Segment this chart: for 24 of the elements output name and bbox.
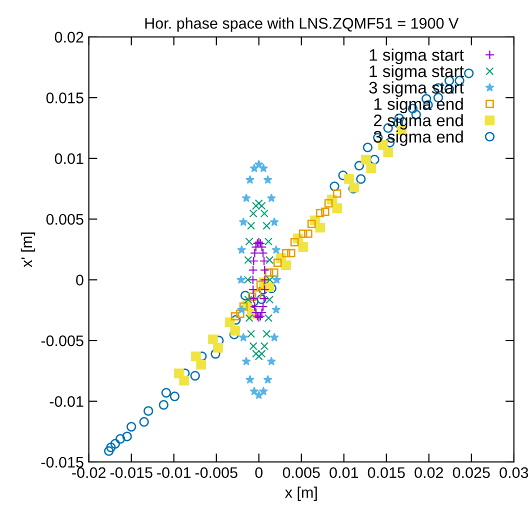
legend-label: 1 sigma start bbox=[370, 48, 464, 64]
x-tick-label: 0.025 bbox=[452, 467, 490, 478]
x-tick-label: 0.005 bbox=[282, 467, 320, 478]
chart-title: Hor. phase space with LNS.ZQMF51 = 1900 V bbox=[145, 18, 459, 32]
x-tick-label: 0 bbox=[255, 467, 263, 478]
y-axis-title: x' [m] bbox=[20, 232, 36, 268]
x-tick-label: -0.005 bbox=[195, 467, 238, 478]
x-axis-title: x [m] bbox=[285, 486, 317, 501]
y-tick-label: -0.01 bbox=[50, 396, 84, 407]
legend-label: 1 sigma start bbox=[370, 64, 464, 81]
x-tick-label: 0.015 bbox=[368, 467, 405, 478]
x-tick-label: -0.02 bbox=[72, 467, 106, 478]
y-tick-label: -0.005 bbox=[41, 335, 84, 346]
y-tick-label: 0 bbox=[76, 274, 84, 286]
x-tick-label: -0.015 bbox=[110, 467, 152, 478]
x-tick-label: 0.02 bbox=[414, 467, 443, 478]
y-tick-label: -0.015 bbox=[41, 456, 84, 468]
y-tick-label: 0.005 bbox=[46, 214, 84, 225]
x-tick-label: 0.03 bbox=[500, 467, 528, 478]
y-tick-label: 0.015 bbox=[46, 92, 84, 104]
x-tick-label: 0.01 bbox=[330, 467, 358, 478]
y-tick-label: 0.02 bbox=[54, 32, 84, 43]
y-tick-label: 0.01 bbox=[54, 153, 84, 164]
x-tick-label: -0.01 bbox=[157, 467, 191, 478]
